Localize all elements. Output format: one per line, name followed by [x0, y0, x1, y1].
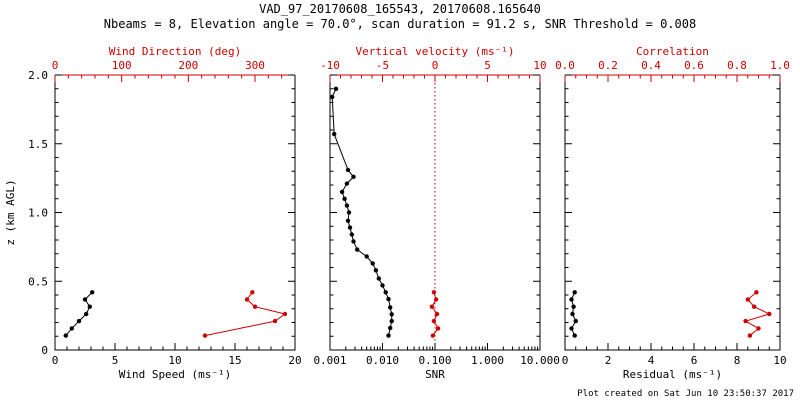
svg-text:1.0: 1.0 [28, 207, 48, 220]
svg-text:300: 300 [245, 59, 265, 72]
panel-residual: 0 2 4 6 8 10 Residual (ms⁻¹) 0.0 0.2 0.4 0.6 0.8 1.0… [555, 45, 790, 381]
bottom-axis-title: SNR [425, 368, 445, 381]
svg-text:10: 10 [533, 59, 546, 72]
svg-text:0.001: 0.001 [313, 354, 346, 367]
svg-text:4: 4 [648, 354, 655, 367]
plot-box [564, 75, 781, 351]
svg-text:1.5: 1.5 [28, 138, 48, 151]
svg-text:0: 0 [41, 344, 48, 357]
svg-text:0: 0 [52, 354, 59, 367]
plot-created-timestamp: Plot created on Sat Jun 10 23:50:37 2017 [577, 389, 794, 399]
svg-text:-5: -5 [376, 59, 389, 72]
svg-text:6: 6 [691, 354, 698, 367]
svg-text:2.0: 2.0 [28, 69, 48, 82]
svg-text:0: 0 [562, 354, 569, 367]
top-axis-title: Wind Direction (deg) [109, 45, 241, 58]
svg-text:10: 10 [773, 354, 786, 367]
svg-text:0.4: 0.4 [641, 59, 661, 72]
series-snr-profile [331, 88, 393, 336]
y-axis-title: z (km AGL) [4, 179, 17, 245]
svg-text:5: 5 [484, 59, 491, 72]
svg-text:0.010: 0.010 [366, 354, 399, 367]
top-axis-title: Vertical velocity (ms⁻¹) [356, 45, 515, 58]
markers-vertical-velocity [429, 290, 441, 338]
bottom-axis-title: Residual (ms⁻¹) [623, 368, 722, 381]
svg-text:0.100: 0.100 [418, 354, 451, 367]
svg-text:20: 20 [288, 354, 301, 367]
bottom-axis-title: Wind Speed (ms⁻¹) [119, 368, 232, 381]
markers-wind-speed [63, 290, 95, 338]
panel-wind: 0 5 10 15 20 Wind Speed (ms⁻¹) 0 100 200 300 Wind … [28, 45, 302, 381]
top-axis-title: Correlation [636, 45, 709, 58]
svg-text:0: 0 [52, 59, 59, 72]
markers-snr-profile [330, 86, 394, 338]
svg-text:0.8: 0.8 [727, 59, 747, 72]
chart-subtitle: Nbeams = 8, Elevation angle = 70.0°, sca… [103, 17, 697, 31]
panel-snr: 0.001 0.010 0.100 1.000 10.000 SNR -10 -5 0 5 10 Ve… [313, 45, 559, 381]
plot-box [54, 75, 296, 351]
svg-text:8: 8 [734, 354, 741, 367]
svg-text:2: 2 [605, 354, 612, 367]
chart-title: VAD_97_20170608_165543, 20170608.165640 [259, 2, 541, 16]
svg-text:200: 200 [178, 59, 198, 72]
svg-text:5: 5 [112, 354, 119, 367]
svg-text:1.0: 1.0 [770, 59, 790, 72]
svg-text:0.5: 0.5 [28, 275, 48, 288]
svg-text:0: 0 [432, 59, 439, 72]
svg-text:100: 100 [112, 59, 132, 72]
markers-wind-direction [202, 290, 288, 338]
svg-text:10.000: 10.000 [520, 354, 560, 367]
markers-correlation [743, 290, 772, 338]
svg-text:0.2: 0.2 [598, 59, 618, 72]
svg-text:15: 15 [228, 354, 241, 367]
svg-text:0.0: 0.0 [555, 59, 575, 72]
markers-residual [569, 290, 578, 338]
svg-text:0.6: 0.6 [684, 59, 704, 72]
svg-text:10: 10 [168, 354, 181, 367]
svg-text:-10: -10 [320, 59, 340, 72]
svg-text:1.000: 1.000 [471, 354, 504, 367]
